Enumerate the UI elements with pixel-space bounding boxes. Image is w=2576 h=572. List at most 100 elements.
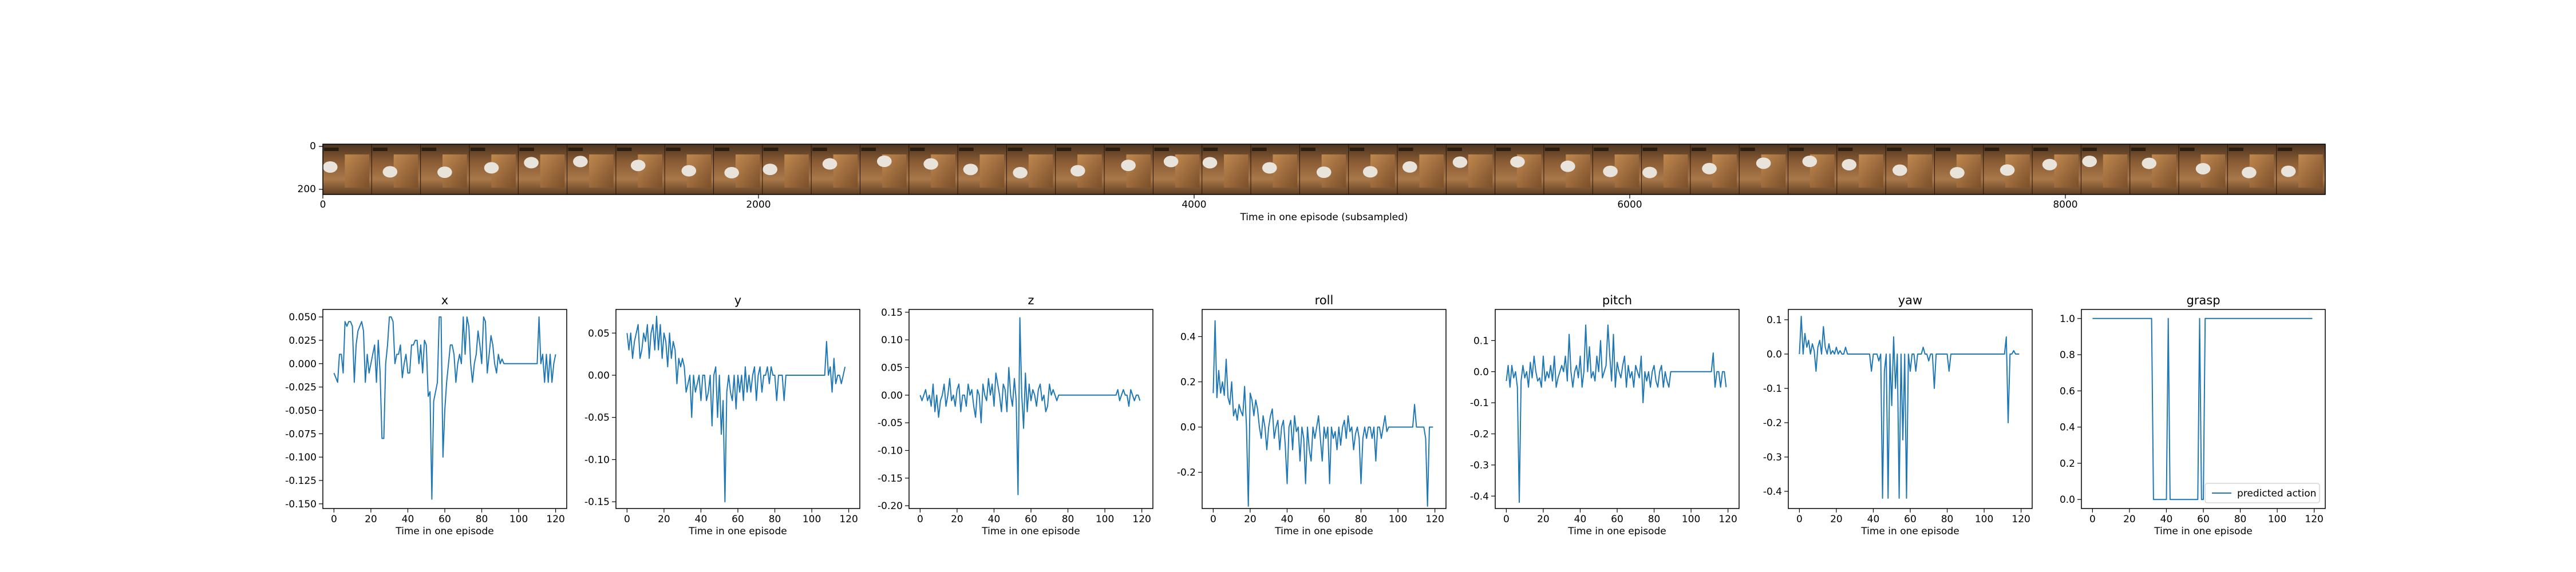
xtick-label: 0 (1210, 514, 1216, 525)
strip-frame (1836, 144, 1886, 194)
strip-xtick-label: 6000 (1617, 199, 1642, 210)
ytick-label: -0.2 (1470, 429, 1489, 440)
xtick-label: 0 (331, 514, 337, 525)
xtick-label: 60 (1318, 514, 1330, 525)
ytick-label: -0.20 (878, 500, 903, 512)
strip-frame (1250, 144, 1300, 194)
strip-frame (420, 144, 470, 194)
xtick-label: 20 (1244, 514, 1257, 525)
legend: predicted action (2204, 483, 2320, 503)
subplot-title: z (1028, 293, 1034, 307)
subplot-title: y (734, 293, 741, 307)
subplot-y: y 0 20 40 60 80 100 120 0.05 0.00 -0.05 -0.10 -0.15 T… (584, 293, 860, 537)
xtick-label: 20 (2123, 514, 2136, 525)
subplot-grasp: grasp 0 20 40 60 80 100 120 1.0 0.8 0.6 0.4 0.2 0.0 Ti… (2060, 293, 2326, 537)
strip-frame (1788, 144, 1838, 194)
strip-frame (2129, 144, 2179, 194)
strip-frame (811, 144, 860, 194)
ytick-label: 0.2 (2060, 458, 2075, 470)
strip-yaxis: 0 200 (298, 141, 323, 195)
xtick-label: 80 (476, 514, 488, 525)
xtick-label: 0 (1503, 514, 1510, 525)
strip-frame (2080, 144, 2131, 194)
ytick-label: -0.1 (1763, 383, 1782, 395)
strip-frame (1495, 144, 1544, 194)
ytick-label: 0.10 (881, 335, 903, 346)
strip-frame (615, 144, 665, 194)
strip-frame (1543, 144, 1593, 194)
strip-frame (1739, 144, 1789, 194)
ytick-label: -0.1 (1470, 398, 1489, 409)
strip-frame (2032, 144, 2081, 194)
ytick-label: -0.05 (878, 418, 903, 429)
xlabel: Time in one episode (1860, 526, 1959, 537)
ytick-label: 0.00 (881, 390, 903, 402)
xtick-label: 60 (438, 514, 451, 525)
strip-xlabel: Time in one episode (subsampled) (1239, 212, 1408, 223)
xtick-label: 80 (769, 514, 781, 525)
strip-border (322, 144, 2326, 195)
xtick-label: 40 (402, 514, 414, 525)
strip-frame (762, 144, 812, 194)
series-line-x (333, 316, 556, 500)
xtick-label: 80 (1355, 514, 1368, 525)
axes-frame (1788, 309, 2033, 509)
subplot-title: pitch (1602, 293, 1632, 307)
xtick-label: 80 (1062, 514, 1074, 525)
subplot-title: roll (1315, 293, 1334, 307)
ytick-label: -0.3 (1763, 452, 1782, 463)
ytick-label: 0.00 (588, 370, 610, 382)
xtick-label: 100 (803, 514, 821, 525)
strip-frame (908, 144, 958, 194)
xtick-label: 20 (1830, 514, 1843, 525)
xtick-label: 120 (2012, 514, 2030, 525)
xtick-label: 0 (917, 514, 923, 525)
strip-xtick-label: 0 (320, 199, 326, 210)
strip-ytick-label: 200 (298, 184, 316, 195)
strip-frame (1152, 144, 1203, 194)
series-line-pitch (1506, 324, 1727, 503)
xtick-label: 20 (951, 514, 963, 525)
ytick-label: 0.050 (289, 312, 317, 323)
strip-frame (2227, 144, 2277, 194)
strip-frame (859, 144, 910, 194)
ytick-label: 0.4 (1180, 331, 1196, 343)
xlabel: Time in one episode (395, 526, 493, 537)
xlabel: Time in one episode (1567, 526, 1666, 537)
ytick-label: -0.15 (584, 496, 610, 508)
series-line-roll (1212, 320, 1433, 507)
xlabel: Time in one episode (2154, 526, 2252, 537)
ytick-label: -0.4 (1470, 491, 1489, 502)
subplot-title: grasp (2186, 293, 2220, 307)
xtick-label: 40 (988, 514, 1001, 525)
axes-frame (1495, 309, 1740, 509)
ytick-label: -0.10 (584, 454, 610, 466)
subplot-title: yaw (1898, 293, 1922, 307)
xtick-label: 40 (1281, 514, 1294, 525)
strip-frames (322, 144, 2326, 194)
xtick-label: 100 (1389, 514, 1407, 525)
xtick-label: 40 (2160, 514, 2173, 525)
xlabel: Time in one episode (688, 526, 787, 537)
xtick-label: 0 (2089, 514, 2096, 525)
xtick-label: 120 (2305, 514, 2323, 525)
ytick-label: 0.000 (289, 359, 317, 370)
series-line-z (919, 317, 1141, 495)
ytick-label: 0.4 (2060, 422, 2075, 434)
xtick-label: 120 (1132, 514, 1151, 525)
xtick-label: 120 (546, 514, 564, 525)
strip-frame (1885, 144, 1935, 194)
xtick-label: 20 (658, 514, 670, 525)
ytick-label: -0.075 (285, 428, 317, 440)
xtick-label: 120 (1425, 514, 1444, 525)
strip-frame (1202, 144, 1251, 194)
xtick-label: 100 (509, 514, 528, 525)
strip-frame (567, 144, 617, 194)
ytick-label: -0.05 (584, 412, 610, 424)
series-line-grasp (2092, 317, 2313, 500)
strip-frame (1397, 144, 1447, 194)
subplot-roll: roll 0 20 40 60 80 100 120 0.4 0.2 0.0 -0.2 Time in … (1177, 293, 1447, 537)
xtick-label: 20 (1537, 514, 1550, 525)
ytick-label: -0.2 (1763, 418, 1782, 429)
